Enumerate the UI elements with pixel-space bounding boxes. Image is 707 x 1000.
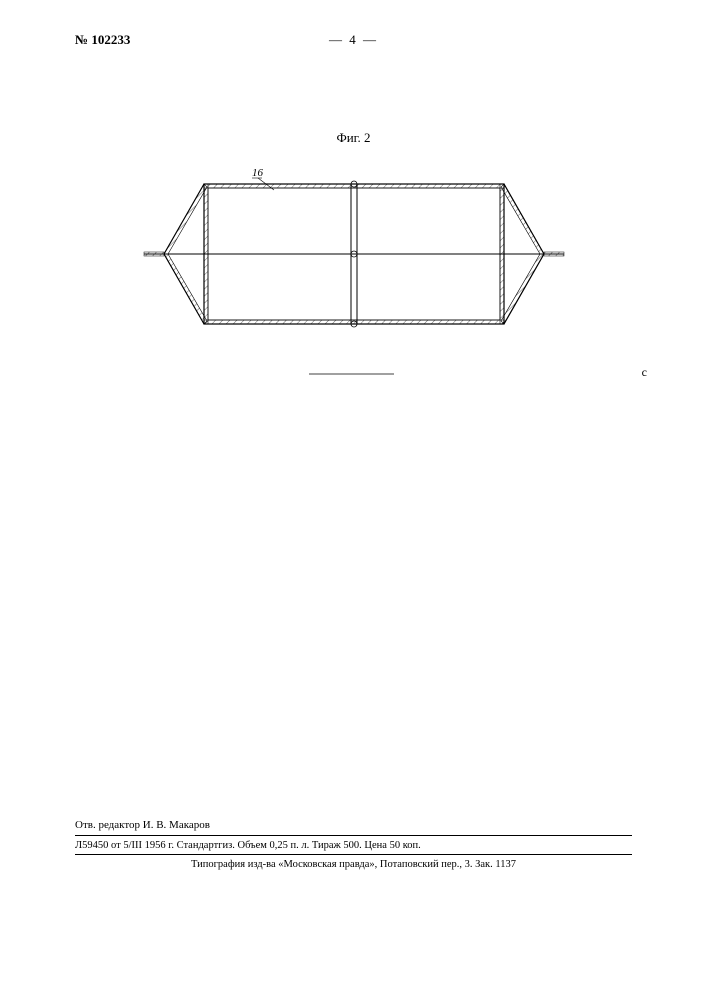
part-label-16: 16 bbox=[252, 167, 264, 179]
figure-caption: Фиг. 2 bbox=[0, 130, 707, 146]
side-mark: с bbox=[642, 365, 647, 380]
editor-credit: Отв. редактор И. В. Макаров bbox=[75, 819, 632, 831]
technical-diagram: 16 bbox=[134, 154, 574, 394]
footer-rule-2 bbox=[75, 854, 632, 855]
document-number: № 102233 bbox=[75, 32, 130, 48]
page-number: — 4 — bbox=[329, 32, 378, 48]
footer-rule-1 bbox=[75, 835, 632, 836]
printer-info: Типография изд-ва «Московская правда», П… bbox=[75, 859, 632, 870]
imprint-info: Л59450 от 5/III 1956 г. Стандартгиз. Объ… bbox=[75, 840, 632, 851]
figure-area: Фиг. 2 bbox=[0, 130, 707, 394]
page-footer: Отв. редактор И. В. Макаров Л59450 от 5/… bbox=[75, 819, 632, 870]
